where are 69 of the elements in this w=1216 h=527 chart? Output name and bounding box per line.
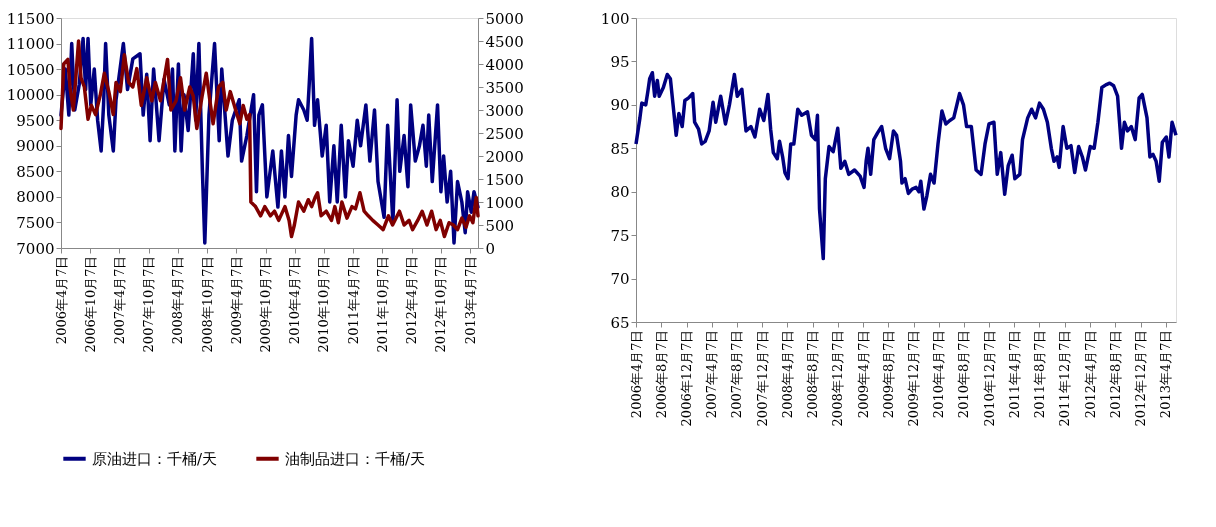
x-tick-label: 2011年8月7日 xyxy=(1032,329,1047,419)
y-tick-label: 100 xyxy=(600,9,630,28)
legend-label: 油制品进口：千桶/天 xyxy=(285,449,426,468)
y2-tick-label: 3500 xyxy=(485,78,524,97)
y2-tick-label: 5000 xyxy=(485,9,524,28)
x-tick-label: 2012年4月7日 xyxy=(1082,329,1098,419)
x-tick-label: 2009年4月7日 xyxy=(228,255,244,345)
y2-tick-label: 1000 xyxy=(485,193,524,212)
x-tick-label: 2011年4月7日 xyxy=(1006,329,1022,419)
y-tick-label: 10000 xyxy=(6,86,55,105)
x-tick-label: 2007年8月7日 xyxy=(729,329,745,419)
y-tick-label: 8500 xyxy=(16,162,55,181)
legend-label: 原油进口：千桶/天 xyxy=(92,449,218,468)
y-tick-label: 80 xyxy=(610,183,630,202)
y-tick-label: 11500 xyxy=(6,9,55,28)
y2-tick-label: 1500 xyxy=(485,170,524,189)
x-tick-label: 2008年8月7日 xyxy=(805,329,821,419)
x-tick-label: 2011年10月7日 xyxy=(374,255,390,353)
x-tick-label: 2006年10月7日 xyxy=(82,255,98,353)
x-tick-label: 2012年8月7日 xyxy=(1107,329,1123,419)
x-tick-label: 2009年12月7日 xyxy=(906,329,922,427)
x-tick-label: 2012年12月7日 xyxy=(1133,329,1149,427)
x-tick-label: 2007年4月7日 xyxy=(111,255,127,345)
y-tick-label: 7500 xyxy=(16,213,55,232)
x-tick-label: 2008年12月7日 xyxy=(830,329,846,427)
x-tick-label: 2011年4月7日 xyxy=(345,255,361,345)
x-tick-label: 2010年4月7日 xyxy=(931,329,947,419)
y2-tick-label: 500 xyxy=(485,216,515,235)
y-tick-label: 7000 xyxy=(16,239,55,258)
y-tick-label: 9000 xyxy=(16,137,55,156)
x-tick-label: 2013年4月7日 xyxy=(462,255,478,345)
x-tick-label: 2012年4月7日 xyxy=(404,255,420,345)
y-tick-label: 9500 xyxy=(16,111,55,130)
x-tick-label: 2010年4月7日 xyxy=(287,255,303,345)
x-tick-label: 2008年4月7日 xyxy=(170,255,186,345)
x-tick-label: 2010年12月7日 xyxy=(981,329,997,427)
x-tick-label: 2007年10月7日 xyxy=(141,255,157,353)
x-tick-label: 2011年12月7日 xyxy=(1057,329,1073,427)
x-tick-label: 2006年12月7日 xyxy=(679,329,695,427)
x-tick-label: 2012年10月7日 xyxy=(433,255,449,353)
x-tick-label: 2010年8月7日 xyxy=(956,329,972,419)
y-tick-label: 65 xyxy=(610,313,630,332)
y2-tick-label: 4500 xyxy=(485,32,524,51)
x-tick-label: 2013年4月7日 xyxy=(1158,329,1174,419)
line-series xyxy=(634,70,1178,261)
x-tick-label: 2010年10月7日 xyxy=(316,255,332,353)
y-tick-label: 10500 xyxy=(6,60,55,79)
y2-tick-label: 2000 xyxy=(485,147,524,166)
x-tick-label: 2006年4月7日 xyxy=(53,255,69,345)
x-tick-label: 2009年10月7日 xyxy=(258,255,274,353)
y2-tick-label: 2500 xyxy=(485,124,524,143)
x-tick-label: 2009年4月7日 xyxy=(855,329,871,419)
y-tick-label: 95 xyxy=(610,52,630,71)
y-tick-label: 11000 xyxy=(6,35,55,54)
x-tick-label: 2007年12月7日 xyxy=(754,329,770,427)
y-tick-label: 8000 xyxy=(16,188,55,207)
x-tick-label: 2006年8月7日 xyxy=(653,329,669,419)
y-tick-label: 75 xyxy=(610,226,630,245)
x-tick-label: 2007年4月7日 xyxy=(704,329,720,419)
x-tick-label: 2008年10月7日 xyxy=(199,255,215,353)
y2-tick-label: 4000 xyxy=(485,55,524,74)
y-tick-label: 70 xyxy=(610,270,630,289)
y-tick-label: 85 xyxy=(610,139,630,158)
x-tick-label: 2006年4月7日 xyxy=(628,329,644,419)
y-tick-label: 90 xyxy=(610,96,630,115)
x-tick-label: 2009年8月7日 xyxy=(880,329,896,419)
y2-tick-label: 0 xyxy=(485,239,496,258)
y2-tick-label: 3000 xyxy=(485,101,524,120)
x-tick-label: 2008年4月7日 xyxy=(779,329,795,419)
